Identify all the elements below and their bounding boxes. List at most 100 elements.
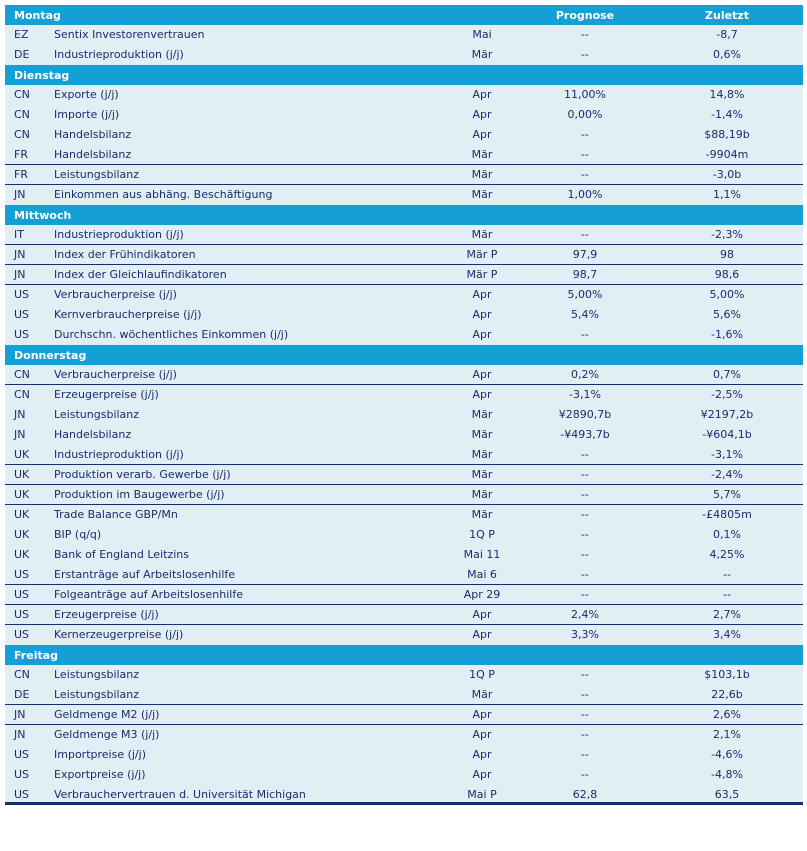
period: Mai	[472, 28, 492, 41]
previous-column-header: Zuletzt	[705, 8, 749, 22]
forecast-value: --	[581, 468, 589, 481]
day-header: Montag Prognose Zuletzt	[5, 5, 803, 25]
previous-value: -8,7	[716, 28, 738, 41]
period: Apr	[472, 288, 492, 301]
table-row: JN Einkommen aus abhäng. Beschäftigung Mär…	[5, 185, 803, 205]
indicator-name: Industrieproduktion (j/j)	[54, 448, 184, 461]
table-row: US Durchschn. wöchentliches Einkommen (j/…	[5, 325, 803, 345]
previous-value: 0,6%	[713, 48, 741, 61]
country-code: JN	[14, 408, 26, 421]
table-row: JN Leistungsbilanz Mär ¥2890,7b ¥2197,2b	[5, 405, 803, 425]
forecast-value: --	[581, 548, 589, 561]
period: Apr	[472, 708, 492, 721]
indicator-name: Industrieproduktion (j/j)	[54, 228, 184, 241]
day-header: Freitag	[5, 645, 803, 665]
forecast-value: --	[581, 668, 589, 681]
previous-value: 5,7%	[713, 488, 741, 501]
table-row: US Erzeugerpreise (j/j) Apr 2,4% 2,7%	[5, 605, 803, 625]
country-code: CN	[14, 108, 30, 121]
country-code: UK	[14, 548, 30, 561]
country-code: CN	[14, 388, 30, 401]
indicator-name: Verbraucherpreise (j/j)	[54, 368, 177, 381]
forecast-value: --	[581, 748, 589, 761]
previous-value: 3,4%	[713, 628, 741, 641]
forecast-value: --	[581, 168, 589, 181]
table-row: JN Handelsbilanz Mär -¥493,7b -¥604,1b	[5, 425, 803, 445]
table-row: US Kernerzeugerpreise (j/j) Apr 3,3% 3,4%	[5, 625, 803, 645]
period: Apr	[472, 768, 492, 781]
period: Apr	[472, 128, 492, 141]
country-code: CN	[14, 368, 30, 381]
forecast-value: 98,7	[572, 268, 598, 281]
day-label: Donnerstag	[14, 348, 87, 362]
previous-value: -2,4%	[711, 468, 743, 481]
previous-value: -2,5%	[711, 388, 743, 401]
table-row: UK Produktion verarb. Gewerbe (j/j) Mär -- -…	[5, 465, 803, 485]
previous-value: 0,7%	[713, 368, 741, 381]
forecast-value: --	[581, 128, 589, 141]
day-label: Dienstag	[14, 68, 70, 82]
previous-value: 1,1%	[713, 188, 741, 201]
country-code: JN	[14, 708, 26, 721]
table-row: US Verbraucherpreise (j/j) Apr 5,00% 5,00%	[5, 285, 803, 305]
period: Mär P	[466, 268, 498, 281]
country-code: EZ	[14, 28, 29, 41]
period: Apr	[472, 368, 492, 381]
table-row: DE Industrieproduktion (j/j) Mär -- 0,6%	[5, 45, 803, 65]
indicator-name: Erzeugerpreise (j/j)	[54, 608, 159, 621]
period: Mär	[471, 188, 493, 201]
table-row: US Folgeanträge auf Arbeitslosenhilfe Apr …	[5, 585, 803, 605]
table-row: US Exportpreise (j/j) Apr -- -4,8%	[5, 765, 803, 785]
forecast-value: --	[581, 48, 589, 61]
previous-value: ¥2197,2b	[700, 408, 754, 421]
previous-value: 98	[720, 248, 734, 261]
indicator-name: Verbrauchervertrauen d. Universität Mich…	[54, 788, 306, 801]
table-row: EZ Sentix Investorenvertrauen Mai -- -8,7	[5, 25, 803, 45]
period: Mär	[471, 688, 493, 701]
forecast-value: --	[581, 28, 589, 41]
period: Apr	[472, 308, 492, 321]
period: Apr	[472, 628, 492, 641]
period: Mai 11	[463, 548, 501, 561]
period: Apr	[472, 88, 492, 101]
forecast-value: --	[581, 508, 589, 521]
forecast-value: 62,8	[572, 788, 598, 801]
indicator-name: Industrieproduktion (j/j)	[54, 48, 184, 61]
table-row: CN Importe (j/j) Apr 0,00% -1,4%	[5, 105, 803, 125]
forecast-value: --	[581, 228, 589, 241]
country-code: FR	[14, 148, 28, 161]
indicator-name: Durchschn. wöchentliches Einkommen (j/j)	[54, 328, 289, 341]
day-label: Mittwoch	[14, 208, 72, 222]
country-code: US	[14, 628, 30, 641]
period: Apr	[472, 108, 492, 121]
table-row: UK Bank of England Leitzins Mai 11 -- 4,25%	[5, 545, 803, 565]
country-code: UK	[14, 488, 30, 501]
forecast-value: --	[581, 448, 589, 461]
country-code: US	[14, 768, 30, 781]
previous-value: 0,1%	[713, 528, 741, 541]
period: Mär	[471, 488, 493, 501]
country-code: US	[14, 568, 30, 581]
country-code: US	[14, 588, 30, 601]
previous-value: $88,19b	[704, 128, 750, 141]
country-code: FR	[14, 168, 28, 181]
forecast-value: 97,9	[572, 248, 598, 261]
day-header: Mittwoch	[5, 205, 803, 225]
previous-value: 2,7%	[713, 608, 741, 621]
period: Apr 29	[463, 588, 501, 601]
indicator-name: Geldmenge M2 (j/j)	[54, 708, 160, 721]
previous-value: -3,1%	[711, 448, 743, 461]
forecast-value: --	[581, 528, 589, 541]
period: 1Q P	[469, 668, 495, 681]
forecast-value: ¥2890,7b	[558, 408, 612, 421]
table-row: FR Handelsbilanz Mär -- -9904m	[5, 145, 803, 165]
country-code: JN	[14, 428, 26, 441]
forecast-value: -3,1%	[569, 388, 601, 401]
country-code: CN	[14, 128, 30, 141]
forecast-value: --	[581, 588, 589, 601]
period: Mai P	[467, 788, 497, 801]
table-row: DE Leistungsbilanz Mär -- 22,6b	[5, 685, 803, 705]
previous-value: 14,8%	[709, 88, 745, 101]
period: Apr	[472, 388, 492, 401]
indicator-name: Leistungsbilanz	[54, 408, 140, 421]
